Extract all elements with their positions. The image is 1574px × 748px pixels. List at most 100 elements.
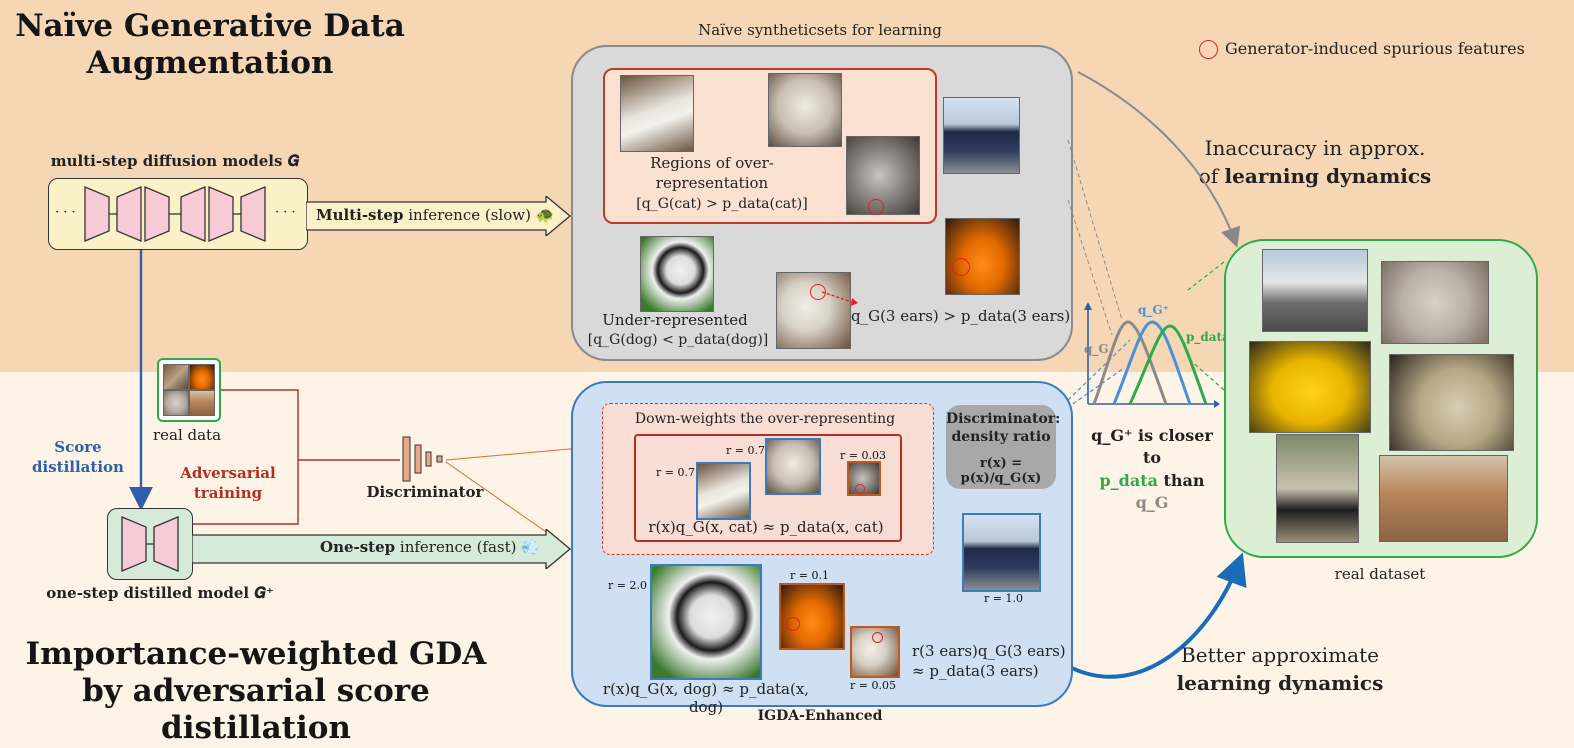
onestep-bold: One-step (320, 538, 396, 556)
synthetic-cat-image-3 (846, 136, 920, 215)
underrep-formula: [q_G(dog) < p_data(dog)] (587, 332, 769, 348)
downweights-label: Down-weights the over-representing (634, 411, 896, 427)
multistep-bold: Multi-step (316, 206, 404, 224)
onestep-arrow (192, 529, 572, 569)
ears-formula-igda: r(3 ears)q_G(3 ears) ≈ p_data(3 ears) (912, 641, 1066, 682)
igda-car-image (779, 583, 845, 650)
onestep-model-box (107, 508, 193, 580)
closer-line1: q_G⁺ is closer to (1091, 426, 1213, 468)
closer-pdata: p_data (1099, 470, 1158, 490)
igda-cat-image-1 (696, 462, 751, 520)
density-ratio-title2: density ratio (951, 429, 1051, 446)
igda-truck-image (962, 513, 1041, 592)
top-title: Naïve Generative Data Augmentation (10, 8, 410, 82)
r-truck: r = 1.0 (984, 592, 1023, 605)
density-ratio-title1: Discriminator: (946, 411, 1061, 427)
spurious-marker-igda-cat (855, 484, 865, 494)
spurious-marker-igda-puppy (872, 632, 883, 643)
real-dog-image-2 (1276, 434, 1359, 543)
real-cat-image (1381, 261, 1489, 344)
igda-puppy-image (850, 626, 900, 678)
overrep-formula: [q_G(cat) > p_data(cat)] (636, 196, 808, 212)
synthetic-cat-image-1 (620, 75, 694, 152)
ellipsis-left: · · · (55, 205, 76, 220)
inaccuracy-line2: of learning dynamics (1180, 162, 1450, 190)
spurious-marker-puppy (810, 284, 826, 300)
inaccuracy-line1: Inaccuracy in approx. (1204, 136, 1426, 160)
synthetic-car-image (945, 218, 1020, 295)
r-cat-1: r = 0.7 (656, 466, 695, 479)
igda-cat-image-2 (765, 438, 821, 495)
onestep-unet-icon (121, 516, 179, 572)
unet-stack-icon (84, 186, 266, 242)
igda-caption: IGDA-Enhanced (757, 708, 883, 724)
top-title-line2: Augmentation (86, 45, 334, 82)
discriminator-icon (402, 436, 443, 482)
spurious-marker-car (952, 258, 970, 276)
multistep-arrow (306, 196, 572, 236)
multistep-label: Multi-step inference (slow) 🐢 (316, 206, 554, 224)
spurious-marker-cat (868, 199, 884, 215)
r-cat-3: r = 0.03 (840, 449, 886, 462)
adversarial-training-label: Adversarial training (180, 464, 276, 502)
syntheticsets-label: Naïve syntheticsets for learning (698, 21, 942, 39)
density-ratio-title: Discriminator: density ratio (946, 410, 1061, 446)
closer-line2: p_data than q_G (1086, 470, 1218, 515)
ears-formula-igda-line1: r(3 ears)q_G(3 ears) (912, 642, 1066, 660)
synthetic-truck-image (943, 97, 1020, 174)
top-title-line1: Naïve Generative Data (15, 8, 405, 44)
density-ratio-formula: r(x) = p(x)/q_G(x) (960, 456, 1042, 486)
ears-arrow (821, 291, 858, 306)
turtle-icon: 🐢 (535, 206, 555, 224)
spurious-marker-igda-car (786, 617, 800, 631)
diffusion-model-box: · · · · · · (48, 178, 308, 250)
r-car: r = 0.1 (790, 569, 829, 582)
distribution-plot (1084, 302, 1220, 408)
spurious-circle-icon (1199, 40, 1218, 59)
multistep-rest: inference (slow) (403, 206, 531, 224)
closer-qg: q_G (1135, 493, 1169, 513)
synthetic-dog-image (640, 236, 714, 312)
real-fox-image (1379, 455, 1508, 542)
cat-formula: r(x)q_G(x, cat) ≈ p_data(x, cat) (648, 518, 884, 536)
wind-icon: 💨 (521, 538, 540, 556)
thumb-1 (163, 364, 189, 390)
onestep-model-label: one-step distilled model 𝑮⁺ (46, 584, 274, 602)
real-data-thumbnail (157, 358, 221, 422)
real-data-label: real data (152, 426, 222, 444)
synthetic-cat-image-2 (768, 73, 842, 147)
ears-formula-igda-line2: ≈ p_data(3 ears) (912, 662, 1039, 681)
dog-formula: r(x)q_G(x, dog) ≈ p_data(x, dog) (602, 680, 810, 716)
discriminator-label: Discriminator (366, 483, 484, 501)
inaccuracy-text: Inaccuracy in approx. of learning dynami… (1180, 134, 1450, 190)
reweighted-cat-box (634, 434, 902, 542)
plot-label-qg: q_G (1084, 342, 1109, 356)
bottom-title: Importance-weighted GDA by adversarial s… (0, 636, 512, 748)
real-truck-image (1262, 249, 1368, 332)
closer-text: q_G⁺ is closer to p_data than q_G (1086, 425, 1218, 515)
inaccuracy-line2-bold: learning dynamics (1224, 164, 1432, 188)
better-line2: learning dynamics (1176, 671, 1384, 695)
legend-spurious-label: Generator-induced spurious features (1225, 39, 1525, 58)
real-dataset-label: real dataset (1334, 565, 1426, 583)
score-distillation-label: Score distillation (32, 438, 124, 476)
thumb-3 (163, 390, 189, 416)
diffusion-model-label: multi-step diffusion models 𝑮 (50, 152, 300, 170)
real-dog-image (1389, 354, 1514, 451)
r-puppy: r = 0.05 (850, 679, 896, 692)
r-dog: r = 2.0 (608, 579, 647, 592)
thumb-4 (189, 390, 215, 416)
plot-label-qgplus: q_G⁺ (1138, 303, 1169, 317)
real-car-image (1249, 341, 1371, 433)
closer-than: than (1157, 470, 1205, 490)
better-approx-text: Better approximate learning dynamics (1150, 641, 1410, 697)
ellipsis-right: · · · (275, 205, 296, 220)
bottom-title-line1: Importance-weighted GDA (25, 636, 487, 672)
overrep-text: Regions of over-representation (650, 154, 774, 192)
bottom-title-line2: by adversarial score distillation (82, 673, 430, 747)
ears-formula-top: q_G(3 ears) > p_data(3 ears) (851, 307, 1071, 325)
onestep-rest: inference (fast) (395, 538, 517, 556)
better-line1: Better approximate (1181, 643, 1379, 667)
density-ratio-box (946, 405, 1056, 489)
underrep-text: Under-represented (602, 311, 748, 329)
